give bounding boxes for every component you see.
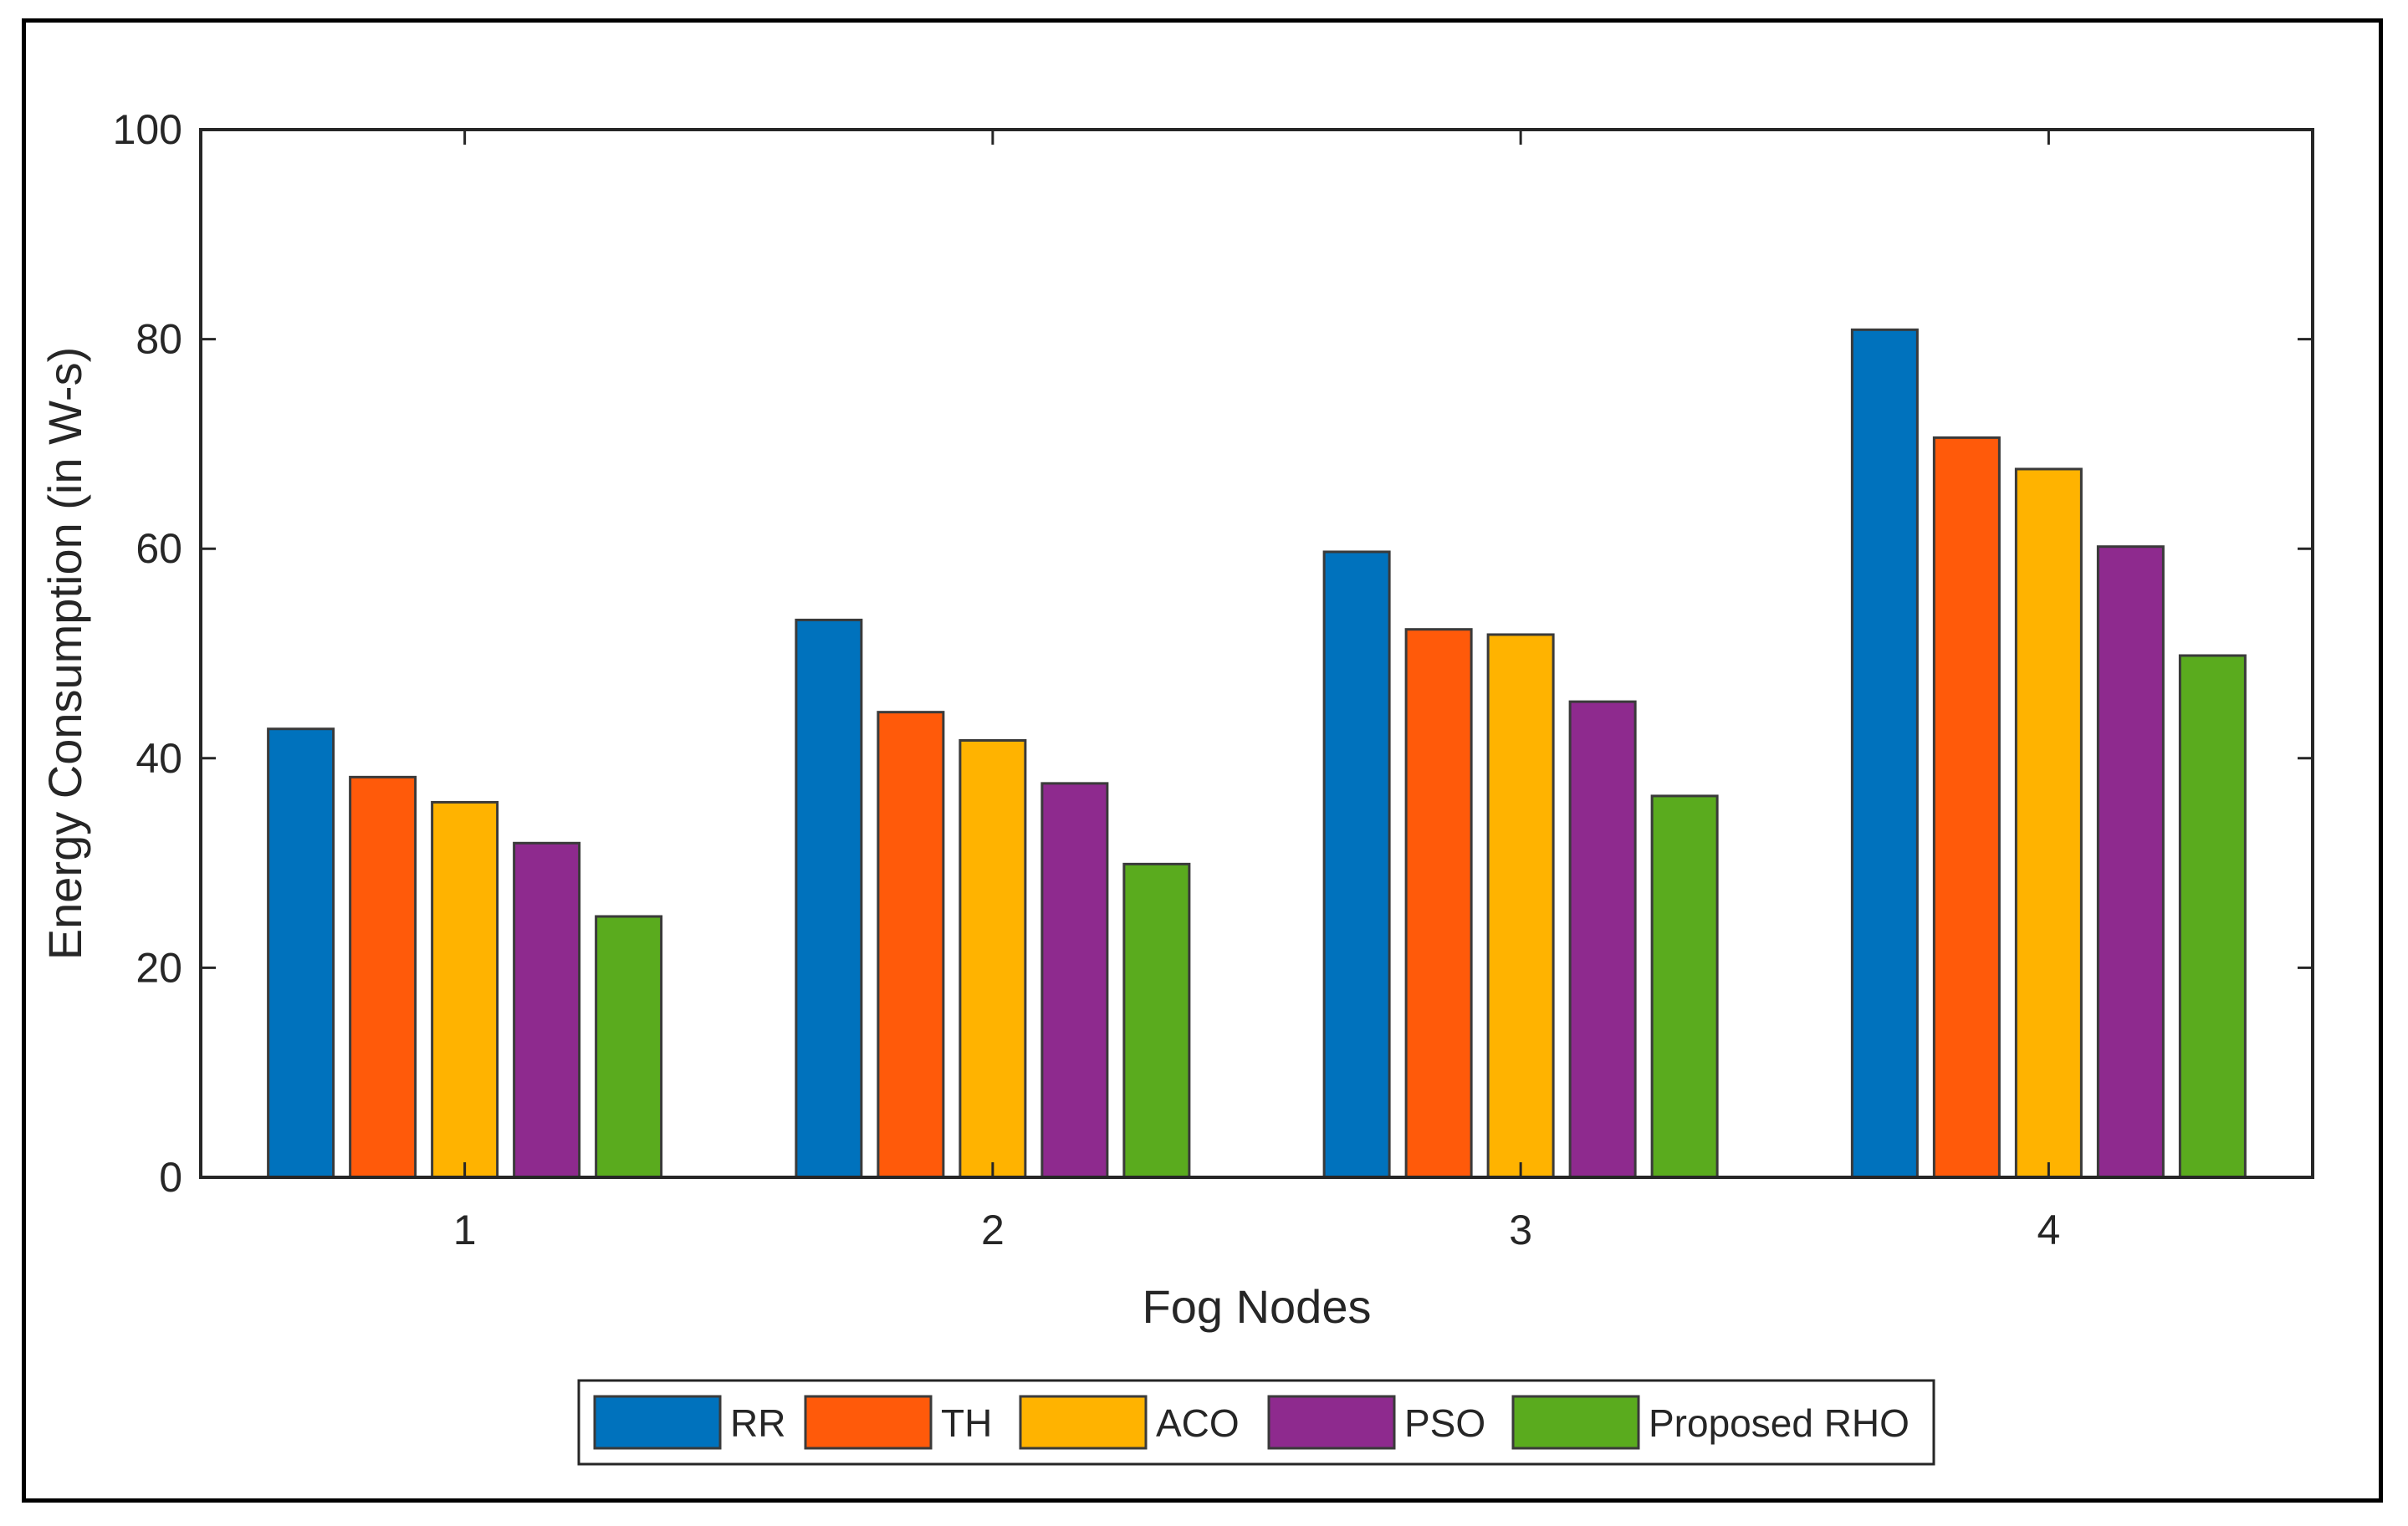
- y-tick-label: 100: [113, 106, 182, 153]
- bar-proposed-rho-2: [1122, 862, 1191, 1179]
- legend-swatch-aco: [1019, 1395, 1148, 1450]
- y-axis-label: Energy Consumption (in W-s): [38, 347, 91, 960]
- legend-swatch-proposed-rho: [1511, 1395, 1640, 1450]
- bar-aco-2: [959, 738, 1027, 1179]
- bar-pso-3: [1568, 700, 1637, 1179]
- bar-rr-4: [1850, 328, 1919, 1179]
- legend: RR TH ACO PSO Proposed RHO: [577, 1379, 1935, 1466]
- bar-th-2: [877, 711, 945, 1179]
- bar-proposed-rho-3: [1650, 794, 1719, 1179]
- x-tick-label: 4: [2037, 1207, 2060, 1253]
- bar-rr-1: [267, 727, 335, 1179]
- bar-th-3: [1404, 628, 1473, 1179]
- legend-label-rr: RR: [730, 1401, 785, 1445]
- y-tick-label: 60: [135, 525, 182, 572]
- legend-label-th: TH: [941, 1401, 992, 1445]
- bar-rr-2: [795, 618, 863, 1179]
- legend-swatch-rr: [593, 1395, 722, 1450]
- x-tick-label: 2: [981, 1207, 1005, 1253]
- x-tick-label: 3: [1509, 1207, 1532, 1253]
- legend-swatch-th: [804, 1395, 933, 1450]
- bar-aco-1: [431, 800, 499, 1179]
- y-tick-label: 40: [135, 735, 182, 782]
- x-tick-label: 1: [453, 1207, 477, 1253]
- bar-proposed-rho-4: [2178, 654, 2247, 1179]
- legend-swatch-pso: [1267, 1395, 1396, 1450]
- bar-aco-4: [2014, 467, 2083, 1179]
- bar-aco-3: [1486, 633, 1555, 1179]
- legend-label-aco: ACO: [1156, 1401, 1240, 1445]
- bar-th-4: [1932, 436, 2001, 1179]
- y-tick-label: 0: [159, 1154, 182, 1201]
- bar-th-1: [349, 775, 417, 1179]
- y-tick-label: 80: [135, 316, 182, 363]
- bar-pso-4: [2096, 545, 2165, 1179]
- bar-pso-2: [1040, 782, 1109, 1179]
- legend-label-pso: PSO: [1404, 1401, 1485, 1445]
- y-tick-label: 20: [135, 944, 182, 991]
- axes-box: [199, 128, 2314, 1179]
- x-axis-label: Fog Nodes: [1143, 1280, 1372, 1333]
- legend-label-proposed-rho: Proposed RHO: [1649, 1401, 1910, 1445]
- bar-rr-3: [1322, 550, 1391, 1179]
- bar-pso-1: [513, 841, 581, 1179]
- bar-proposed-rho-1: [595, 915, 663, 1179]
